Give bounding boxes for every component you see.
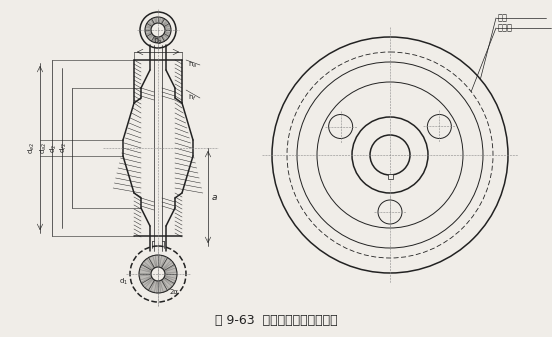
Bar xyxy=(388,174,392,179)
Polygon shape xyxy=(164,276,176,285)
Polygon shape xyxy=(149,35,155,41)
Polygon shape xyxy=(163,262,175,271)
Text: d$_{e2}$: d$_{e2}$ xyxy=(27,142,37,154)
Text: h$_f$: h$_f$ xyxy=(188,93,197,103)
Polygon shape xyxy=(162,257,172,269)
Polygon shape xyxy=(159,17,163,24)
Polygon shape xyxy=(160,36,164,42)
Polygon shape xyxy=(145,279,155,290)
Polygon shape xyxy=(156,281,161,293)
Polygon shape xyxy=(145,27,151,30)
Text: d$_{a2}$: d$_{a2}$ xyxy=(39,142,49,154)
Text: 分度圆: 分度圆 xyxy=(498,24,513,32)
Text: 2α: 2α xyxy=(170,289,179,295)
Polygon shape xyxy=(152,36,157,43)
Text: d$_{f2}$: d$_{f2}$ xyxy=(59,143,69,153)
Polygon shape xyxy=(139,275,151,280)
Polygon shape xyxy=(150,280,157,293)
Polygon shape xyxy=(146,23,152,28)
Text: 齿圆: 齿圆 xyxy=(498,13,508,23)
Polygon shape xyxy=(144,258,154,270)
Polygon shape xyxy=(159,255,166,268)
Polygon shape xyxy=(164,30,171,33)
Text: d$_2$: d$_2$ xyxy=(49,144,59,153)
Polygon shape xyxy=(164,26,171,29)
Polygon shape xyxy=(148,19,154,26)
Polygon shape xyxy=(157,37,160,43)
Polygon shape xyxy=(140,263,152,272)
Polygon shape xyxy=(160,280,167,293)
Polygon shape xyxy=(162,19,167,25)
Polygon shape xyxy=(164,274,177,279)
Text: b$_2$: b$_2$ xyxy=(153,34,163,47)
Polygon shape xyxy=(164,32,170,37)
Polygon shape xyxy=(162,34,168,41)
Polygon shape xyxy=(164,268,177,273)
Polygon shape xyxy=(151,18,156,24)
Polygon shape xyxy=(156,17,159,23)
Text: d$_1$: d$_1$ xyxy=(119,277,128,287)
Polygon shape xyxy=(162,278,173,289)
Polygon shape xyxy=(146,33,153,38)
Text: 图 9-63  蜗轮的画法和主要尺寸: 图 9-63 蜗轮的画法和主要尺寸 xyxy=(215,314,337,327)
Text: a: a xyxy=(212,192,217,202)
Text: h$_a$: h$_a$ xyxy=(188,60,197,70)
Polygon shape xyxy=(163,22,170,27)
Polygon shape xyxy=(148,256,156,268)
Polygon shape xyxy=(145,31,151,34)
Polygon shape xyxy=(141,277,153,286)
Polygon shape xyxy=(155,255,160,267)
Polygon shape xyxy=(139,269,151,274)
